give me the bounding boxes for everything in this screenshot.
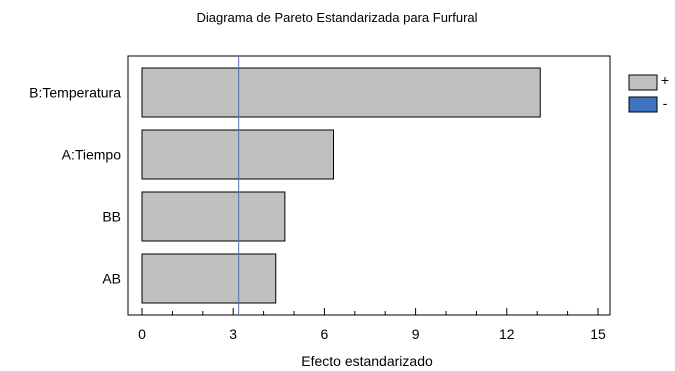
bars-layer — [141, 67, 541, 304]
x-axis-ticks: 0 3 6 9 12 15 — [138, 308, 606, 342]
bar-a-tiempo — [141, 129, 335, 180]
legend-label-negative: - — [663, 95, 668, 111]
legend: + - — [628, 72, 669, 113]
x-axis-label: Efecto estandarizado — [301, 353, 433, 369]
bar-ab — [141, 253, 277, 304]
x-tick-label: 15 — [590, 326, 606, 342]
x-tick-label: 6 — [321, 326, 329, 342]
x-tick-label: 3 — [229, 326, 237, 342]
x-tick-label: 9 — [412, 326, 420, 342]
category-labels: B:Temperatura A:Tiempo BB AB — [29, 85, 121, 287]
category-label: B:Temperatura — [29, 85, 121, 101]
category-label: A:Tiempo — [62, 147, 122, 163]
category-label: AB — [102, 271, 121, 287]
x-tick-label: 0 — [138, 326, 146, 342]
legend-label-positive: + — [661, 72, 669, 88]
x-tick-label: 12 — [499, 326, 515, 342]
legend-swatch-negative — [628, 96, 658, 113]
legend-swatch-positive — [628, 74, 658, 91]
plot-area-frame — [127, 55, 611, 316]
bar-b-temperatura — [141, 67, 541, 118]
chart-title: Diagrama de Pareto Estandarizada para Fu… — [196, 10, 477, 25]
bar-bb — [141, 191, 286, 242]
category-label: BB — [102, 209, 121, 225]
